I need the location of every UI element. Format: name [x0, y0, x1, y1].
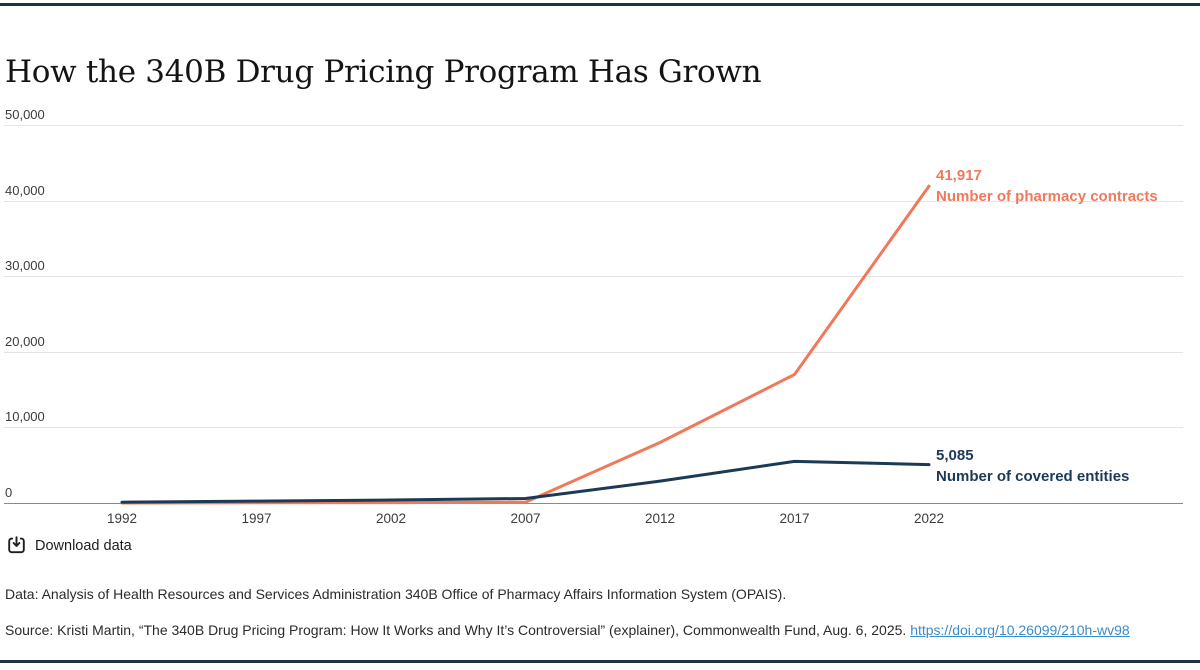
x-tick-label-1992: 1992 — [106, 511, 138, 526]
gridline-30000 — [4, 276, 1183, 278]
download-icon — [7, 536, 26, 555]
x-tick-label-1997: 1997 — [241, 511, 272, 526]
download-data-button[interactable]: Download data — [7, 536, 132, 555]
x-tick-label-2012: 2012 — [644, 511, 676, 526]
series-value-covered-entities: 5,085 — [936, 447, 974, 464]
source-doi-link[interactable]: https://doi.org/10.26099/210h-wv98 — [910, 622, 1130, 638]
series-line-1 — [120, 459, 931, 504]
source-text: Source: Kristi Martin, “The 340B Drug Pr… — [5, 622, 911, 638]
bottom-border-rule — [0, 660, 1200, 663]
y-tick-label-50000: 50,000 — [5, 107, 45, 122]
series-value-pharmacy-contracts: 41,917 — [936, 167, 982, 184]
top-border-rule — [0, 3, 1200, 6]
x-tick-label-2022: 2022 — [913, 511, 945, 526]
series-label-covered-entities: 5,085 Number of covered entities — [936, 445, 1129, 487]
series-name-covered-entities: Number of covered entities — [936, 468, 1130, 485]
data-note: Data: Analysis of Health Resources and S… — [5, 586, 787, 602]
gridline-50000 — [4, 125, 1183, 126]
y-tick-label-30000: 30,000 — [5, 258, 45, 274]
series-label-pharmacy-contracts: 41,917 Number of pharmacy contracts — [936, 165, 1158, 207]
gridline-10000 — [4, 427, 1183, 429]
y-tick-label-40000: 40,000 — [5, 182, 45, 198]
y-tick-label-0: 0 — [5, 485, 13, 500]
x-tick-label-2007: 2007 — [510, 511, 541, 526]
gridline-20000 — [4, 351, 1183, 353]
gridline-0 — [4, 503, 1183, 504]
y-tick-label-10000: 10,000 — [5, 409, 45, 425]
x-tick-label-2017: 2017 — [779, 511, 810, 526]
download-label: Download data — [35, 537, 132, 554]
page-title: How the 340B Drug Pricing Program Has Gr… — [5, 53, 762, 90]
y-tick-label-20000: 20,000 — [5, 333, 45, 349]
source-note: Source: Kristi Martin, “The 340B Drug Pr… — [5, 622, 1130, 638]
series-line-0 — [120, 184, 931, 505]
series-name-pharmacy-contracts: Number of pharmacy contracts — [936, 188, 1158, 205]
x-tick-label-2002: 2002 — [375, 511, 407, 526]
